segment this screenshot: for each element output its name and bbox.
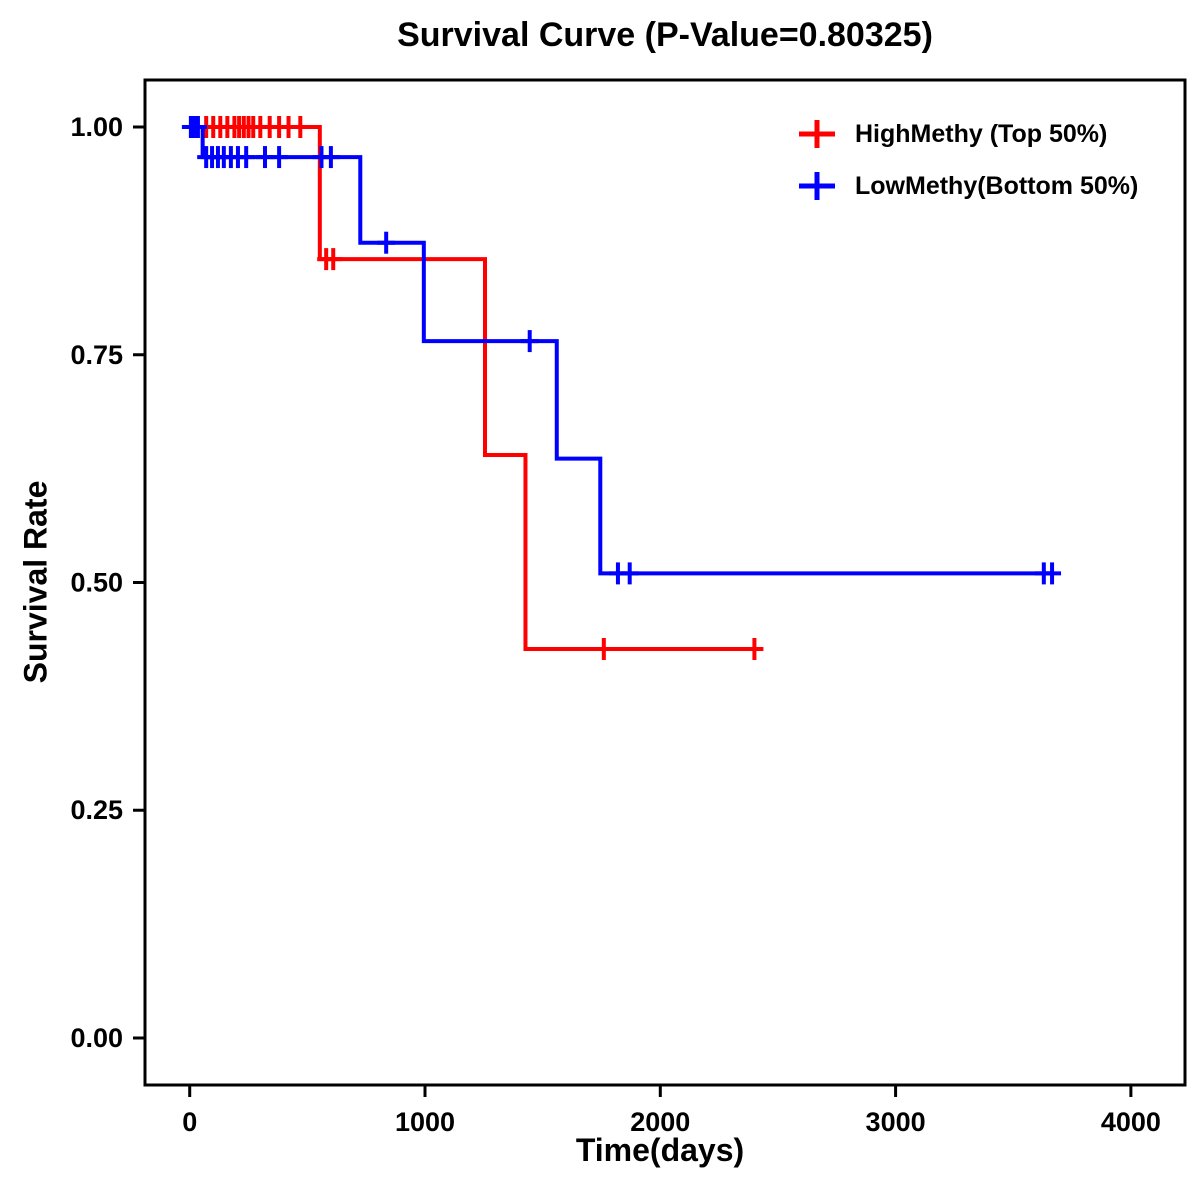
legend: HighMethy (Top 50%) LowMethy(Bottom 50%): [795, 112, 1138, 208]
legend-label-highmethy: HighMethy (Top 50%): [855, 119, 1108, 148]
survival-curve-highmethy: [189, 125, 755, 652]
plus-marker-icon: [799, 120, 835, 148]
chart-title: Survival Curve (P-Value=0.80325): [397, 16, 933, 54]
survival-curve-lowmethy: [189, 125, 1051, 576]
x-axis-label: Time(days): [575, 1132, 745, 1168]
legend-label-lowmethy: LowMethy(Bottom 50%): [855, 171, 1139, 200]
legend-item-lowmethy: LowMethy(Bottom 50%): [795, 164, 1138, 208]
y-tick-label: 0.75: [70, 340, 123, 370]
y-tick-label: 0.25: [70, 795, 123, 825]
plus-marker-icon: [799, 172, 835, 200]
x-tick-label: 1000: [395, 1107, 455, 1137]
plot-border: [143, 78, 1187, 1087]
legend-item-highmethy: HighMethy (Top 50%): [795, 112, 1138, 156]
x-tick-label: 2000: [630, 1107, 690, 1137]
y-tick-label: 1.00: [70, 112, 123, 142]
x-tick-label: 3000: [866, 1107, 926, 1137]
x-tick-label: 4000: [1101, 1107, 1161, 1137]
y-tick-label: 0.00: [70, 1023, 123, 1053]
y-tick-label: 0.50: [70, 568, 123, 598]
x-tick-label: 0: [182, 1107, 197, 1137]
